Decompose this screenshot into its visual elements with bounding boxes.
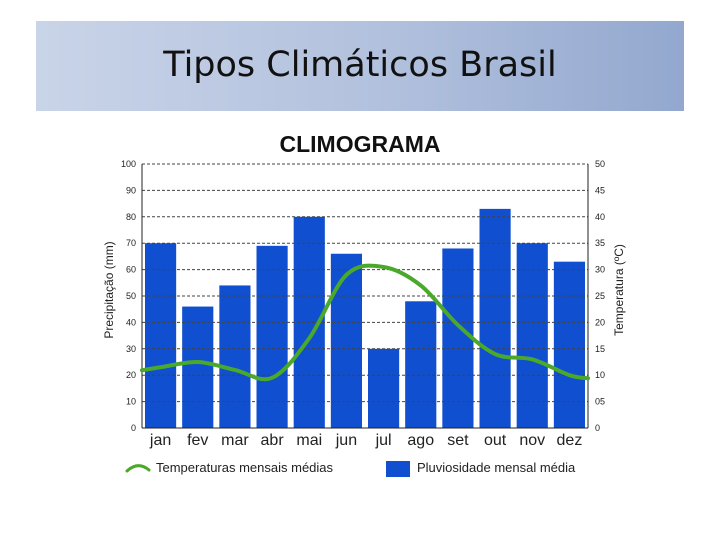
x-tick-label: mai <box>296 432 322 449</box>
x-tick-label: ago <box>407 432 434 449</box>
y2-tick-label: 0 <box>595 423 600 433</box>
y2-tick-label: 50 <box>595 159 605 169</box>
bar <box>145 243 177 428</box>
x-tick-label: jun <box>335 432 357 449</box>
legend-line-swatch <box>125 464 151 473</box>
y2-tick-label: 45 <box>595 185 605 195</box>
y2-tick-label: 10 <box>595 370 605 380</box>
y2-tick-label: 35 <box>595 238 605 248</box>
y-tick-label: 10 <box>126 397 136 407</box>
y-tick-label: 90 <box>126 185 136 195</box>
bar <box>442 248 474 428</box>
x-tick-label: out <box>484 432 507 449</box>
y-tick-label: 70 <box>126 238 136 248</box>
y-tick-label: 100 <box>121 159 136 169</box>
x-tick-label: fev <box>187 432 208 449</box>
y-axis-title: Precipitação (mm) <box>102 241 116 338</box>
x-tick-label: mar <box>221 432 249 449</box>
x-tick-label: abr <box>261 432 285 449</box>
bar <box>405 301 437 428</box>
bar <box>330 253 362 428</box>
y2-tick-label: 15 <box>595 344 605 354</box>
chart-title: CLIMOGRAMA <box>280 131 441 157</box>
y-tick-label: 30 <box>126 344 136 354</box>
bar <box>219 285 251 428</box>
y-tick-label: 80 <box>126 212 136 222</box>
bar <box>516 243 548 428</box>
y-tick-label: 20 <box>126 370 136 380</box>
legend-rainfall-label: Pluviosidade mensal média <box>417 460 576 475</box>
y2-tick-label: 25 <box>595 291 605 301</box>
y-tick-label: 40 <box>126 317 136 327</box>
y2-tick-label: 30 <box>595 265 605 275</box>
bar <box>256 245 288 428</box>
bar <box>479 208 511 428</box>
legend-temperature-label: Temperaturas mensais médias <box>156 460 334 475</box>
title-band: Tipos Climáticos Brasil <box>36 21 684 111</box>
y2-tick-label: 20 <box>595 317 605 327</box>
y-tick-label: 60 <box>126 265 136 275</box>
temperature-line <box>140 263 590 382</box>
x-tick-label: jul <box>375 432 392 449</box>
x-tick-label: set <box>447 432 469 449</box>
bar <box>553 261 585 428</box>
bar <box>182 306 214 428</box>
y2-tick-label: 40 <box>595 212 605 222</box>
y2-axis-title: Temperatura (ºC) <box>612 244 626 336</box>
legend-bar-swatch <box>386 461 410 477</box>
y2-tick-label: 05 <box>595 397 605 407</box>
y-tick-label: 50 <box>126 291 136 301</box>
bar <box>368 348 400 428</box>
page-title: Tipos Climáticos Brasil <box>163 45 557 85</box>
x-tick-label: jan <box>149 432 171 449</box>
y-tick-label: 0 <box>131 423 136 433</box>
x-tick-label: nov <box>519 432 545 449</box>
x-tick-label: dez <box>557 432 583 449</box>
